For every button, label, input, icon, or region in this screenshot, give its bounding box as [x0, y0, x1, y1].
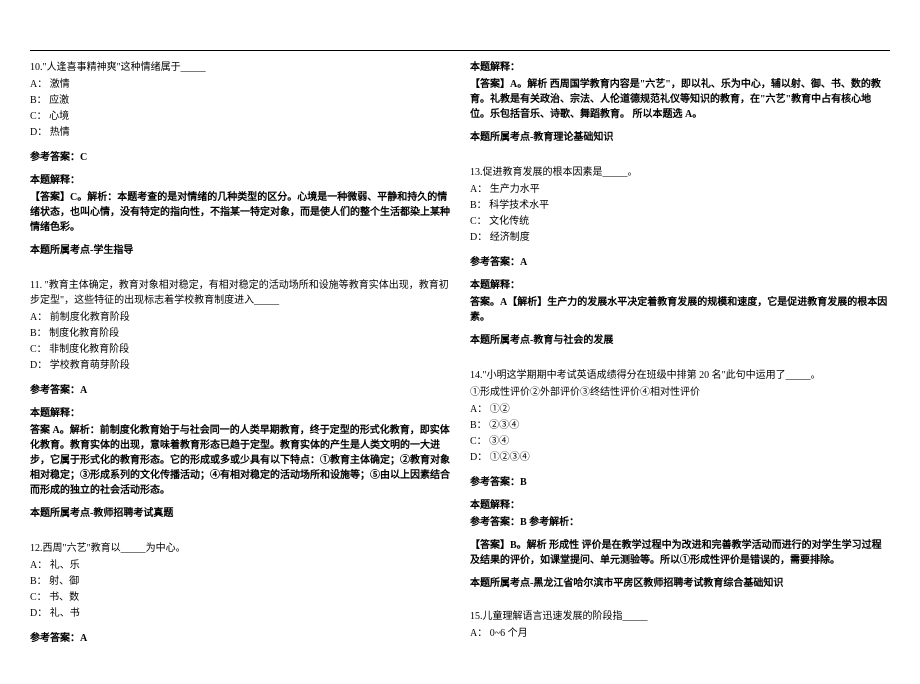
- left-column: 10."人逢喜事精神爽"这种情绪属于_____ A： 激情 B： 应激 C： 心…: [30, 20, 450, 664]
- q13-option-c: C： 文化传统: [470, 214, 890, 229]
- question-12-continued: 本题解释： 【答案】A。解析 西周国学教育内容是"六艺"，即以礼、乐为中心，辅以…: [470, 60, 890, 145]
- q11-option-c: C： 非制度化教育阶段: [30, 342, 450, 357]
- q15-stem: 15.儿童理解语言迅速发展的阶段指_____: [470, 609, 890, 624]
- q14-option-b: B： ②③④: [470, 418, 890, 433]
- q11-explain-label: 本题解释：: [30, 406, 450, 421]
- q10-explain-text: 【答案】C。解析：本题考查的是对情绪的几种类型的区分。心境是一种微弱、平静和持久…: [30, 190, 450, 235]
- question-10: 10."人逢喜事精神爽"这种情绪属于_____ A： 激情 B： 应激 C： 心…: [30, 60, 450, 258]
- question-14: 14."小明这学期期中考试英语成绩得分在班级中排第 20 名"此句中运用了___…: [470, 368, 890, 591]
- q10-option-d: D： 热情: [30, 125, 450, 140]
- q12-explain-text: 【答案】A。解析 西周国学教育内容是"六艺"，即以礼、乐为中心，辅以射、御、书、…: [470, 77, 890, 122]
- q13-option-b: B： 科学技术水平: [470, 198, 890, 213]
- q10-explain-label: 本题解释：: [30, 173, 450, 188]
- q10-option-c: C： 心境: [30, 109, 450, 124]
- q14-explain-label: 本题解释：: [470, 498, 890, 513]
- q14-answer: 参考答案：B: [470, 475, 890, 490]
- q12-option-a: A： 礼、乐: [30, 558, 450, 573]
- q12-answer: 参考答案：A: [30, 631, 450, 646]
- q10-topic: 本题所属考点-学生指导: [30, 243, 450, 258]
- q14-explain-sub: 参考答案：B 参考解析：: [470, 515, 890, 530]
- q14-stem: 14."小明这学期期中考试英语成绩得分在班级中排第 20 名"此句中运用了___…: [470, 368, 890, 383]
- q14-topic: 本题所属考点-黑龙江省哈尔滨市平房区教师招聘考试教育综合基础知识: [470, 576, 890, 591]
- q12-option-b: B： 射、御: [30, 574, 450, 589]
- q14-explain-text: 【答案】B。解析 形成性 评价是在教学过程中为改进和完善教学活动而进行的对学生学…: [470, 538, 890, 568]
- right-column: 本题解释： 【答案】A。解析 西周国学教育内容是"六艺"，即以礼、乐为中心，辅以…: [470, 20, 890, 664]
- q12-option-c: C： 书、数: [30, 590, 450, 605]
- question-12: 12.西周"六艺"教育以_____为中心。 A： 礼、乐 B： 射、御 C： 书…: [30, 541, 450, 646]
- q12-stem: 12.西周"六艺"教育以_____为中心。: [30, 541, 450, 556]
- q11-option-d: D： 学校教育萌芽阶段: [30, 358, 450, 373]
- q14-sub: ①形成性评价②外部评价③终结性评价④相对性评价: [470, 385, 890, 400]
- q11-stem: 11. "教育主体确定，教育对象相对稳定，有相对稳定的活动场所和设施等教育实体出…: [30, 278, 450, 308]
- q11-topic: 本题所属考点-教师招聘考试真题: [30, 506, 450, 521]
- q11-answer: 参考答案：A: [30, 383, 450, 398]
- q13-stem: 13.促进教育发展的根本因素是_____。: [470, 165, 890, 180]
- q11-option-b: B： 制度化教育阶段: [30, 326, 450, 341]
- q12-option-d: D： 礼、书: [30, 606, 450, 621]
- q15-option-a: A： 0~6 个月: [470, 626, 890, 641]
- q12-topic: 本题所属考点-教育理论基础知识: [470, 130, 890, 145]
- q11-option-a: A： 前制度化教育阶段: [30, 310, 450, 325]
- q10-stem: 10."人逢喜事精神爽"这种情绪属于_____: [30, 60, 450, 75]
- top-divider: [30, 50, 890, 51]
- q12-explain-label: 本题解释：: [470, 60, 890, 75]
- q13-explain-label: 本题解释：: [470, 278, 890, 293]
- question-13: 13.促进教育发展的根本因素是_____。 A： 生产力水平 B： 科学技术水平…: [470, 165, 890, 348]
- q14-option-a: A： ①②: [470, 402, 890, 417]
- page-container: 10."人逢喜事精神爽"这种情绪属于_____ A： 激情 B： 应激 C： 心…: [0, 0, 920, 684]
- q14-option-d: D： ①②③④: [470, 450, 890, 465]
- q10-option-a: A： 激情: [30, 77, 450, 92]
- question-15: 15.儿童理解语言迅速发展的阶段指_____ A： 0~6 个月: [470, 609, 890, 641]
- q13-option-d: D： 经济制度: [470, 230, 890, 245]
- question-11: 11. "教育主体确定，教育对象相对稳定，有相对稳定的活动场所和设施等教育实体出…: [30, 278, 450, 521]
- q10-answer: 参考答案：C: [30, 150, 450, 165]
- q10-option-b: B： 应激: [30, 93, 450, 108]
- q11-explain-text: 答案 A。解析：前制度化教育始于与社会同一的人类早期教育，终于定型的形式化教育，…: [30, 423, 450, 498]
- q13-option-a: A： 生产力水平: [470, 182, 890, 197]
- q13-topic: 本题所属考点-教育与社会的发展: [470, 333, 890, 348]
- q13-explain-text: 答案。A【解析】生产力的发展水平决定着教育发展的规模和速度，它是促进教育发展的根…: [470, 295, 890, 325]
- q13-answer: 参考答案：A: [470, 255, 890, 270]
- q14-option-c: C： ③④: [470, 434, 890, 449]
